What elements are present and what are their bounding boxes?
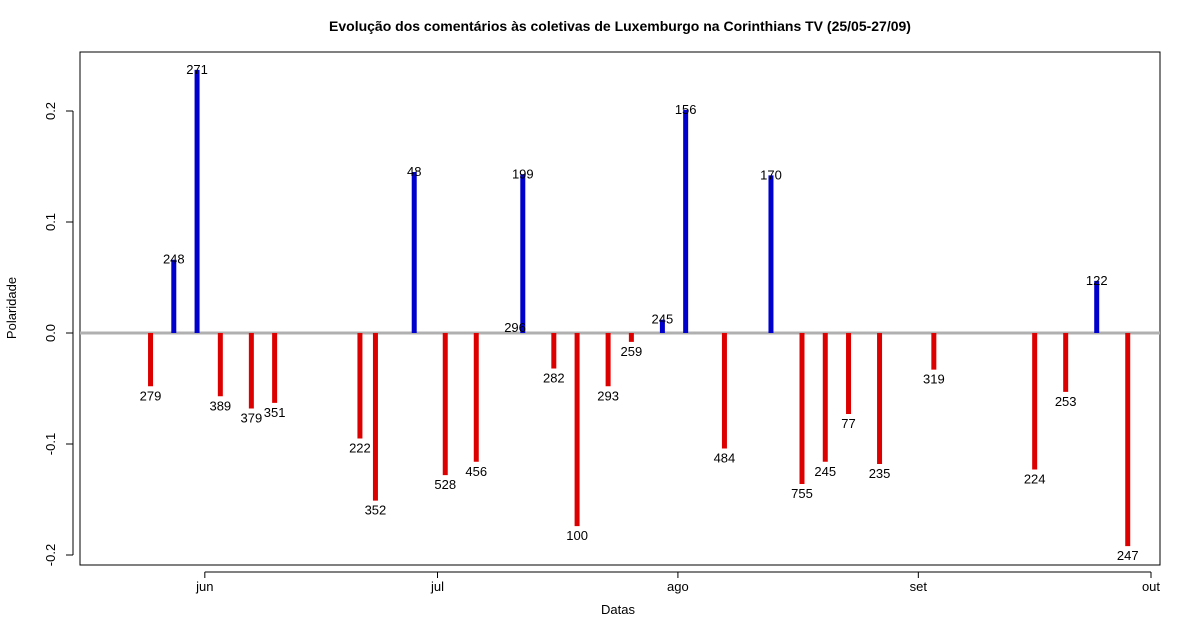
bar-label-14: 100 xyxy=(566,528,588,543)
bar-label-13: 282 xyxy=(543,371,565,386)
bar-label-6: 222 xyxy=(349,440,371,455)
bar-label-25: 319 xyxy=(923,372,945,387)
x-axis-label: Datas xyxy=(601,602,635,617)
bar-label-10: 456 xyxy=(465,464,487,479)
x-tick-label-3: set xyxy=(910,579,928,594)
bar-label-5: 351 xyxy=(264,405,286,420)
bar-label-22: 245 xyxy=(814,464,836,479)
bar-label-12: 199 xyxy=(512,166,534,181)
bar-label-27: 253 xyxy=(1055,394,1077,409)
bar-label-17: 245 xyxy=(652,312,674,327)
y-tick-label-1: -0.1 xyxy=(43,433,58,455)
x-tick-label-1: jul xyxy=(430,579,444,594)
bar-label-29: 247 xyxy=(1117,548,1139,563)
bar-label-1: 248 xyxy=(163,252,185,267)
bar-label-9: 528 xyxy=(434,477,456,492)
bar-label-4: 379 xyxy=(241,410,263,425)
x-tick-label-0: jun xyxy=(195,579,213,594)
bar-label-7: 352 xyxy=(365,503,387,518)
y-tick-label-2: 0.0 xyxy=(43,324,58,342)
y-axis-label: Polaridade xyxy=(4,277,19,339)
bar-label-18: 156 xyxy=(675,102,697,117)
bar-label-3: 389 xyxy=(209,398,231,413)
plot-frame xyxy=(79,51,1161,566)
bar-label-16: 259 xyxy=(621,344,643,359)
bar-label-26: 224 xyxy=(1024,472,1046,487)
y-tick-label-3: 0.1 xyxy=(43,213,58,231)
y-tick-label-4: 0.2 xyxy=(43,102,58,120)
bar-label-23: 77 xyxy=(841,416,855,431)
bar-label-15: 293 xyxy=(597,388,619,403)
bar-label-28: 122 xyxy=(1086,273,1108,288)
bar-label-24: 235 xyxy=(869,466,891,481)
bar-label-2: 271 xyxy=(186,62,208,77)
x-tick-label-2: ago xyxy=(667,579,689,594)
bar-label-0: 279 xyxy=(140,388,162,403)
bar-label-21: 755 xyxy=(791,486,813,501)
x-tick-label-4: out xyxy=(1142,579,1160,594)
bar-label-8: 48 xyxy=(407,164,421,179)
chart-title: Evolução dos comentários às coletivas de… xyxy=(329,18,911,34)
bar-label-19: 484 xyxy=(714,450,736,465)
bar-label-11: 296 xyxy=(504,320,526,335)
y-tick-label-0: -0.2 xyxy=(43,544,58,566)
bar-label-20: 170 xyxy=(760,167,782,182)
